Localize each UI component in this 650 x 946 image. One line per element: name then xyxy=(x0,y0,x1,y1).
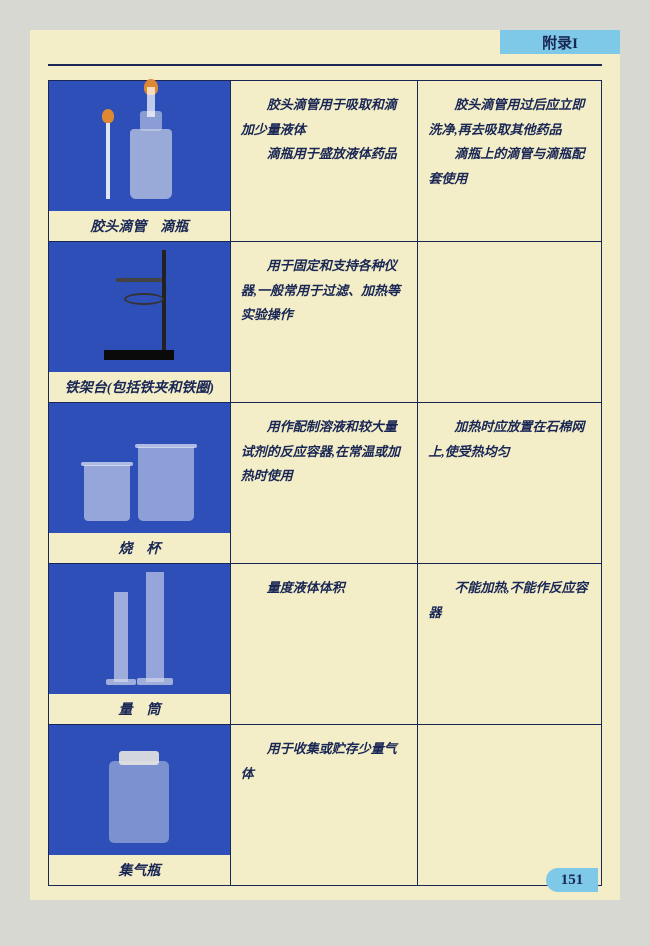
beaker-image xyxy=(49,403,230,533)
image-cell: 量 筒 xyxy=(49,564,231,725)
image-cell: 集气瓶 xyxy=(49,725,231,886)
equipment-table: 胶头滴管 滴瓶 胶头滴管用于吸取和滴加少量液体 滴瓶用于盛放液体药品 胶头滴管用… xyxy=(48,80,602,886)
header-rule xyxy=(48,64,602,66)
note-cell: 胶头滴管用过后应立即洗净,再去吸取其他药品 滴瓶上的滴管与滴瓶配套使用 xyxy=(418,81,602,242)
stand-icon xyxy=(104,350,174,360)
dropper-icon xyxy=(106,119,110,199)
cylinder-small-icon xyxy=(114,592,128,682)
beaker-small-icon xyxy=(84,465,130,521)
table-row: 胶头滴管 滴瓶 胶头滴管用于吸取和滴加少量液体 滴瓶用于盛放液体药品 胶头滴管用… xyxy=(49,81,602,242)
dropper-bottle-image xyxy=(49,81,230,211)
description-cell: 用于固定和支持各种仪器,一般常用于过滤、加热等实验操作 xyxy=(230,242,418,403)
cylinder-large-icon xyxy=(146,572,164,682)
table-row: 量 筒 量度液体体积 不能加热,不能作反应容器 xyxy=(49,564,602,725)
page-container: 附录I 胶头滴管 滴瓶 胶头滴管用于吸取和滴加少量液体 滴瓶用于盛放液体药品 胶… xyxy=(30,30,620,900)
item-label: 烧 杯 xyxy=(49,533,230,563)
table-row: 集气瓶 用于收集或贮存少量气体 xyxy=(49,725,602,886)
table-row: 烧 杯 用作配制溶液和较大量试剂的反应容器,在常温或加热时使用 加热时应放置在石… xyxy=(49,403,602,564)
note-cell xyxy=(418,725,602,886)
table-row: 铁架台(包括铁夹和铁圈) 用于固定和支持各种仪器,一般常用于过滤、加热等实验操作 xyxy=(49,242,602,403)
image-cell: 烧 杯 xyxy=(49,403,231,564)
description-cell: 用于收集或贮存少量气体 xyxy=(230,725,418,886)
note-cell: 不能加热,不能作反应容器 xyxy=(418,564,602,725)
description-cell: 用作配制溶液和较大量试剂的反应容器,在常温或加热时使用 xyxy=(230,403,418,564)
item-label: 量 筒 xyxy=(49,694,230,724)
description-cell: 量度液体体积 xyxy=(230,564,418,725)
description-cell: 胶头滴管用于吸取和滴加少量液体 滴瓶用于盛放液体药品 xyxy=(230,81,418,242)
item-label: 胶头滴管 滴瓶 xyxy=(49,211,230,241)
iron-stand-image xyxy=(49,242,230,372)
note-cell: 加热时应放置在石棉网上,使受热均匀 xyxy=(418,403,602,564)
dropper-bottle-icon xyxy=(130,129,172,199)
page-number-badge: 151 xyxy=(546,868,598,892)
note-cell xyxy=(418,242,602,403)
appendix-tab: 附录I xyxy=(500,30,620,54)
image-cell: 胶头滴管 滴瓶 xyxy=(49,81,231,242)
beaker-large-icon xyxy=(138,447,194,521)
gas-jar-icon xyxy=(109,761,169,843)
item-label: 集气瓶 xyxy=(49,855,230,885)
image-cell: 铁架台(包括铁夹和铁圈) xyxy=(49,242,231,403)
item-label: 铁架台(包括铁夹和铁圈) xyxy=(49,372,230,402)
graduated-cylinder-image xyxy=(49,564,230,694)
gas-jar-image xyxy=(49,725,230,855)
